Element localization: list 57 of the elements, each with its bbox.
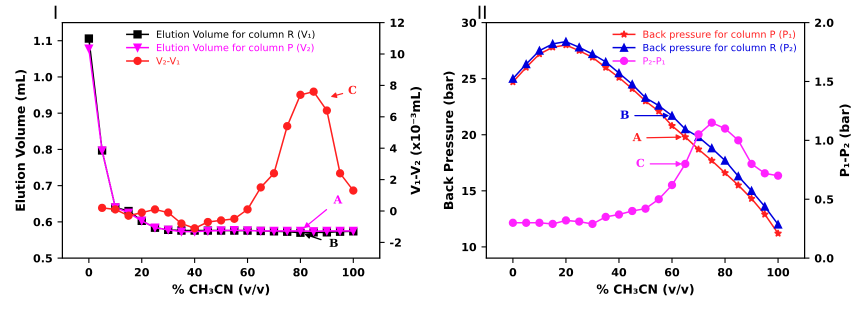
annotation: C xyxy=(348,86,356,94)
chart-title: II xyxy=(478,6,486,19)
x-tick-label: 40 xyxy=(187,268,202,276)
y-tick-label: 0.5 xyxy=(34,254,52,262)
annotation: A xyxy=(334,195,342,204)
x-tick-label: 80 xyxy=(718,268,732,276)
y2-tick-label: 4 xyxy=(390,144,397,152)
y-tick-label: 15 xyxy=(462,186,476,196)
y2-tick-label: 1.0 xyxy=(816,136,834,145)
annotation: A xyxy=(632,132,642,142)
y2-tick-label: 12 xyxy=(390,18,404,27)
x-tick-label: 60 xyxy=(664,268,680,276)
annotation: C xyxy=(636,158,644,168)
y-tick-label: 20 xyxy=(462,130,476,140)
y2-axis-title: P₁-P₂ (bar) xyxy=(840,104,851,176)
chart-title: I xyxy=(54,6,56,19)
x-tick-label: 80 xyxy=(293,268,308,276)
y-tick-label: 10 xyxy=(462,242,476,252)
legend-label: P₂-P₁ xyxy=(643,57,665,64)
legend-label: V₂-V₁ xyxy=(156,57,180,64)
y-tick-label: 0.9 xyxy=(34,109,52,118)
legend-label: Back pressure for column P (P₁) xyxy=(643,30,796,40)
legend-label: Elution Volume for column P (V₂) xyxy=(156,44,314,52)
y-tick-label: 25 xyxy=(462,74,476,84)
y-tick-label: 0.8 xyxy=(34,145,52,154)
x-axis-title: % CH₃CN (v/v) xyxy=(596,284,694,296)
y2-tick-label: 0.5 xyxy=(814,195,834,204)
x-tick-label: 20 xyxy=(134,268,149,276)
y2-tick-label: -2 xyxy=(390,238,401,247)
y-axis-title: Back Pressure (bar) xyxy=(444,72,455,210)
y-axis-title: Elution Volume (mL) xyxy=(15,70,27,211)
legend-label: Back pressure for column R (P₂) xyxy=(643,44,796,54)
y-tick-label: 30 xyxy=(462,18,476,27)
y-tick-label: 1.0 xyxy=(34,72,52,82)
legend-label: Elution Volume for column R (V₁) xyxy=(156,30,314,40)
x-tick-label: 100 xyxy=(342,268,364,276)
annotation: B xyxy=(620,110,629,119)
y2-tick-label: 6 xyxy=(390,112,397,122)
x-axis-title: % CH₃CN (v/v) xyxy=(172,284,270,296)
x-tick-label: 60 xyxy=(240,268,255,276)
annotation: B xyxy=(330,238,338,247)
x-tick-label: 0 xyxy=(510,268,516,276)
y2-axis-title: V₁-V₂ (x10⁻³mL) xyxy=(410,86,422,195)
x-tick-label: 100 xyxy=(768,268,790,276)
y2-tick-label: 1.5 xyxy=(816,78,834,86)
x-tick-label: 0 xyxy=(86,268,92,276)
y2-tick-label: 2 xyxy=(390,176,396,184)
y2-tick-label: 0.0 xyxy=(814,254,834,262)
y-tick-label: 0.6 xyxy=(34,218,52,226)
y2-tick-label: 2.0 xyxy=(815,18,834,27)
y2-tick-label: 8 xyxy=(390,81,397,90)
y2-tick-label: 0 xyxy=(390,206,397,216)
x-tick-label: 20 xyxy=(559,268,574,276)
y2-tick-label: 10 xyxy=(390,50,404,58)
y-tick-label: 0.7 xyxy=(34,182,52,190)
y-tick-label: 1.1 xyxy=(34,36,52,45)
x-tick-label: 40 xyxy=(612,268,626,276)
